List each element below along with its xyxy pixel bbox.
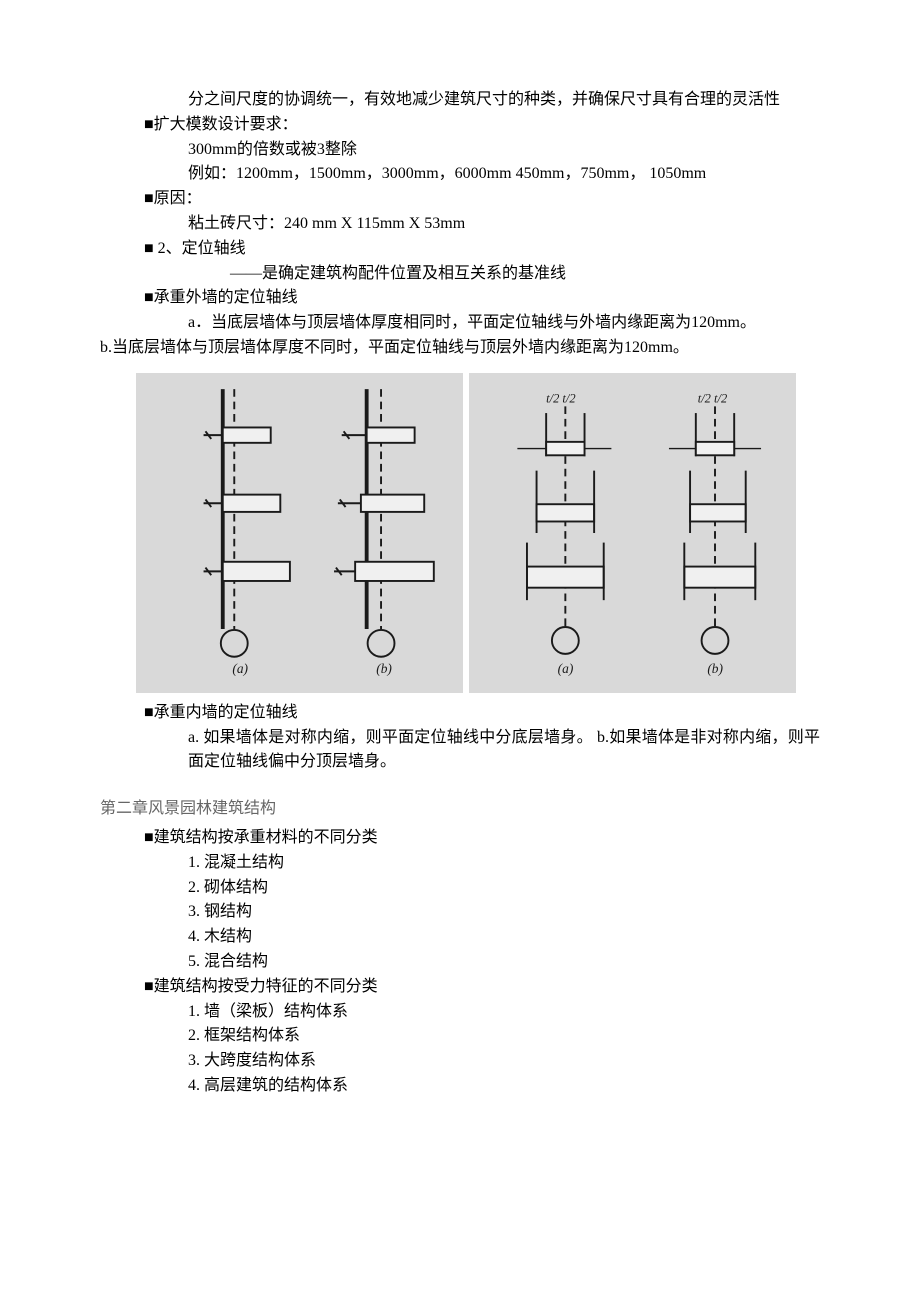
diag-right-label-a: (a) — [558, 661, 574, 676]
ext-wall-a: a．当底层墙体与顶层墙体厚度相同时，平面定位轴线与外墙内缘距离为120mm。 — [100, 311, 820, 336]
reason-body: 粘土砖尺寸：240 mm X 115mm X 53mm — [100, 212, 820, 237]
mat-item-2: 2. 砌体结构 — [100, 876, 820, 901]
axis-heading: ■ 2、定位轴线 — [100, 237, 820, 262]
int-wall-body: a. 如果墙体是对称内缩，则平面定位轴线中分底层墙身。 b.如果墙体是非对称内缩… — [188, 729, 820, 771]
diagram-right-panel: t/2 t/2 — [469, 373, 796, 693]
mat-item-5: 5. 混合结构 — [100, 950, 820, 975]
int-wall-body-wrap: a. 如果墙体是对称内缩，则平面定位轴线中分底层墙身。 b.如果墙体是非对称内缩… — [100, 726, 820, 776]
diag-left-label-b: (b) — [376, 661, 392, 676]
spacer — [100, 775, 820, 779]
int-wall-heading: ■承重内墙的定位轴线 — [100, 701, 820, 726]
ext-wall-heading: ■承重外墙的定位轴线 — [100, 286, 820, 311]
svg-text:t/2 t/2: t/2 t/2 — [546, 391, 575, 405]
expand-rule: 300mm的倍数或被3整除 — [100, 138, 820, 163]
axis-definition: ——是确定建筑构配件位置及相互关系的基准线 — [100, 262, 820, 287]
mat-item-4: 4. 木结构 — [100, 925, 820, 950]
force-item-2: 2. 框架结构体系 — [100, 1024, 820, 1049]
axis-diagram: (a) (b) t/2 t/2 — [136, 373, 796, 693]
force-item-1: 1. 墙（梁板）结构体系 — [100, 1000, 820, 1025]
mat-item-1: 1. 混凝土结构 — [100, 851, 820, 876]
svg-text:t/2 t/2: t/2 t/2 — [698, 391, 727, 405]
diagram-right-svg: t/2 t/2 — [479, 383, 786, 683]
expand-heading: ■扩大模数设计要求： — [100, 113, 820, 138]
ext-wall-b: b.当底层墙体与顶层墙体厚度不同时，平面定位轴线与顶层外墙内缘距离为120mm。 — [100, 336, 820, 361]
document-page: 分之间尺度的协调统一，有效地减少建筑尺寸的种类，并确保尺寸具有合理的灵活性 ■扩… — [0, 0, 920, 1159]
force-item-4: 4. 高层建筑的结构体系 — [100, 1074, 820, 1099]
continuation-text: 分之间尺度的协调统一，有效地减少建筑尺寸的种类，并确保尺寸具有合理的灵活性 — [100, 88, 820, 113]
diag-left-label-a: (a) — [232, 661, 248, 676]
reason-heading: ■原因： — [100, 187, 820, 212]
expand-examples: 例如：1200mm，1500mm，3000mm，6000mm 450mm，750… — [100, 162, 820, 187]
material-heading: ■建筑结构按承重材料的不同分类 — [100, 826, 820, 851]
diag-right-label-b: (b) — [707, 661, 723, 676]
mat-item-3: 3. 钢结构 — [100, 900, 820, 925]
diagram-left-panel: (a) (b) — [136, 373, 463, 693]
chapter-2-title: 第二章风景园林建筑结构 — [100, 797, 820, 822]
force-item-3: 3. 大跨度结构体系 — [100, 1049, 820, 1074]
force-heading: ■建筑结构按受力特征的不同分类 — [100, 975, 820, 1000]
diagram-left-svg: (a) (b) — [146, 383, 453, 683]
